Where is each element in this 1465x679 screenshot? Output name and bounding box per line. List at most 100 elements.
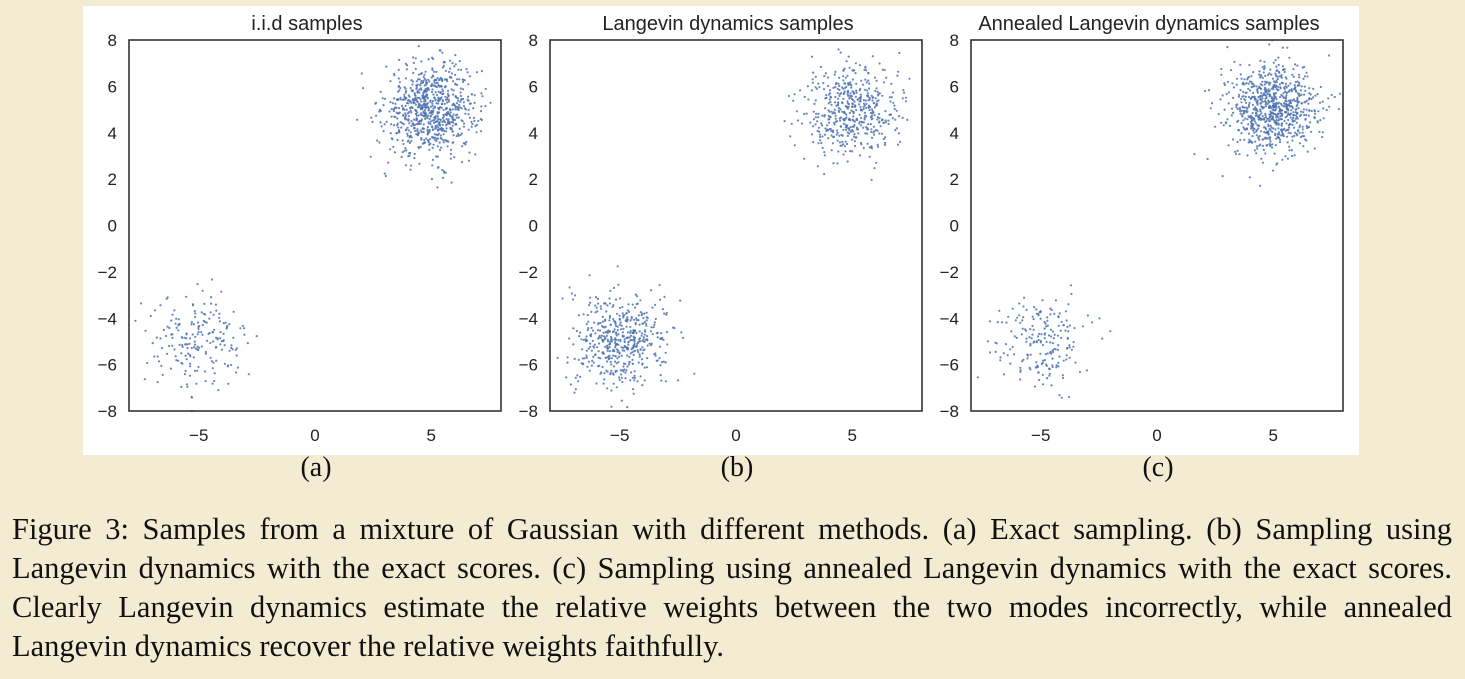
scatter-point xyxy=(1223,108,1226,111)
scatter-point xyxy=(462,88,465,91)
scatter-point xyxy=(1319,119,1322,122)
scatter-point xyxy=(134,319,137,322)
scatter-point xyxy=(1256,110,1259,113)
scatter-point xyxy=(1289,82,1292,85)
scatter-point xyxy=(1272,103,1275,106)
scatter-point xyxy=(1247,87,1250,90)
scatter-point xyxy=(1253,117,1256,120)
scatter-point xyxy=(1289,113,1292,116)
scatter-point xyxy=(443,60,446,64)
scatter-point xyxy=(457,68,460,71)
scatter-point xyxy=(1253,95,1256,98)
scatter-point xyxy=(442,115,445,118)
scatter-point xyxy=(857,132,860,135)
scatter-point xyxy=(1014,319,1017,322)
scatter-point xyxy=(814,116,817,119)
scatter-point xyxy=(840,133,843,137)
scatter-point xyxy=(863,111,866,114)
scatter-point xyxy=(461,120,464,123)
scatter-point xyxy=(1109,330,1112,333)
scatter-point xyxy=(1284,97,1288,100)
scatter-point xyxy=(457,116,460,119)
scatter-point xyxy=(241,324,244,327)
scatter-point xyxy=(1272,119,1275,122)
scatter-point xyxy=(426,128,429,131)
scatter-point xyxy=(208,317,211,320)
scatter-point xyxy=(855,108,858,112)
scatter-point xyxy=(803,112,806,116)
scatter-point xyxy=(851,102,854,105)
scatter-point xyxy=(479,117,482,121)
scatter-point xyxy=(404,112,407,115)
scatter-point xyxy=(444,95,447,99)
scatter-point xyxy=(189,362,192,365)
scatter-point xyxy=(837,48,840,51)
scatter-point xyxy=(428,118,431,121)
scatter-point xyxy=(603,378,606,381)
scatter-point xyxy=(636,295,639,298)
scatter-point xyxy=(878,120,881,123)
scatter-point xyxy=(651,306,654,309)
scatter-point xyxy=(177,329,180,332)
scatter-point xyxy=(1261,144,1264,147)
scatter-point xyxy=(203,302,206,305)
scatter-point xyxy=(646,357,649,360)
scatter-point xyxy=(1294,63,1297,66)
scatter-point xyxy=(416,122,419,126)
scatter-point xyxy=(842,75,845,78)
scatter-point xyxy=(625,369,628,372)
scatter-point xyxy=(426,87,429,90)
scatter-point xyxy=(435,70,438,73)
scatter-point xyxy=(423,109,426,112)
scatter-point xyxy=(1047,334,1051,337)
scatter-point xyxy=(1239,112,1242,115)
scatter-point xyxy=(410,164,413,167)
scatter-point xyxy=(846,105,849,108)
scatter-point xyxy=(1264,116,1267,119)
scatter-point xyxy=(411,83,414,86)
scatter-point xyxy=(620,346,623,349)
scatter-point xyxy=(417,132,420,135)
scatter-point xyxy=(411,80,414,83)
scatter-point xyxy=(876,118,879,121)
scatter-point xyxy=(410,140,413,143)
scatter-point xyxy=(1280,104,1283,107)
scatter-point xyxy=(407,129,410,132)
scatter-point xyxy=(1228,124,1232,127)
scatter-point xyxy=(1061,374,1064,377)
scatter-point xyxy=(470,120,473,123)
scatter-point xyxy=(610,369,613,372)
scatter-point xyxy=(832,162,835,165)
scatter-point xyxy=(396,122,399,125)
plot-title: Langevin dynamics samples xyxy=(602,13,853,35)
scatter-point xyxy=(1238,153,1241,156)
scatter-point xyxy=(836,104,839,107)
scatter-point xyxy=(594,353,597,356)
scatter-point xyxy=(470,125,473,128)
scatter-point xyxy=(589,342,592,345)
scatter-point xyxy=(846,74,849,77)
scatter-point xyxy=(429,120,432,123)
scatter-point xyxy=(1241,114,1244,117)
scatter-point xyxy=(1039,341,1042,344)
scatter-point xyxy=(1253,131,1256,134)
scatter-point xyxy=(417,103,420,106)
scatter-point xyxy=(884,141,887,145)
scatter-point xyxy=(605,310,608,313)
scatter-point xyxy=(396,117,399,120)
scatter-point xyxy=(1256,103,1259,106)
scatter-point xyxy=(1277,101,1280,104)
scatter-point xyxy=(434,124,437,127)
scatter-point xyxy=(1281,131,1284,134)
scatter-point xyxy=(1299,114,1302,118)
scatter-point xyxy=(1018,302,1021,305)
scatter-point xyxy=(604,356,607,359)
scatter-point xyxy=(180,361,183,364)
scatter-point xyxy=(847,94,850,97)
scatter-point xyxy=(853,123,856,127)
scatter-point xyxy=(1260,112,1263,115)
scatter-point xyxy=(243,333,246,336)
scatter-point xyxy=(1255,85,1258,88)
scatter-point xyxy=(1259,83,1262,86)
scatter-point xyxy=(1035,361,1038,364)
